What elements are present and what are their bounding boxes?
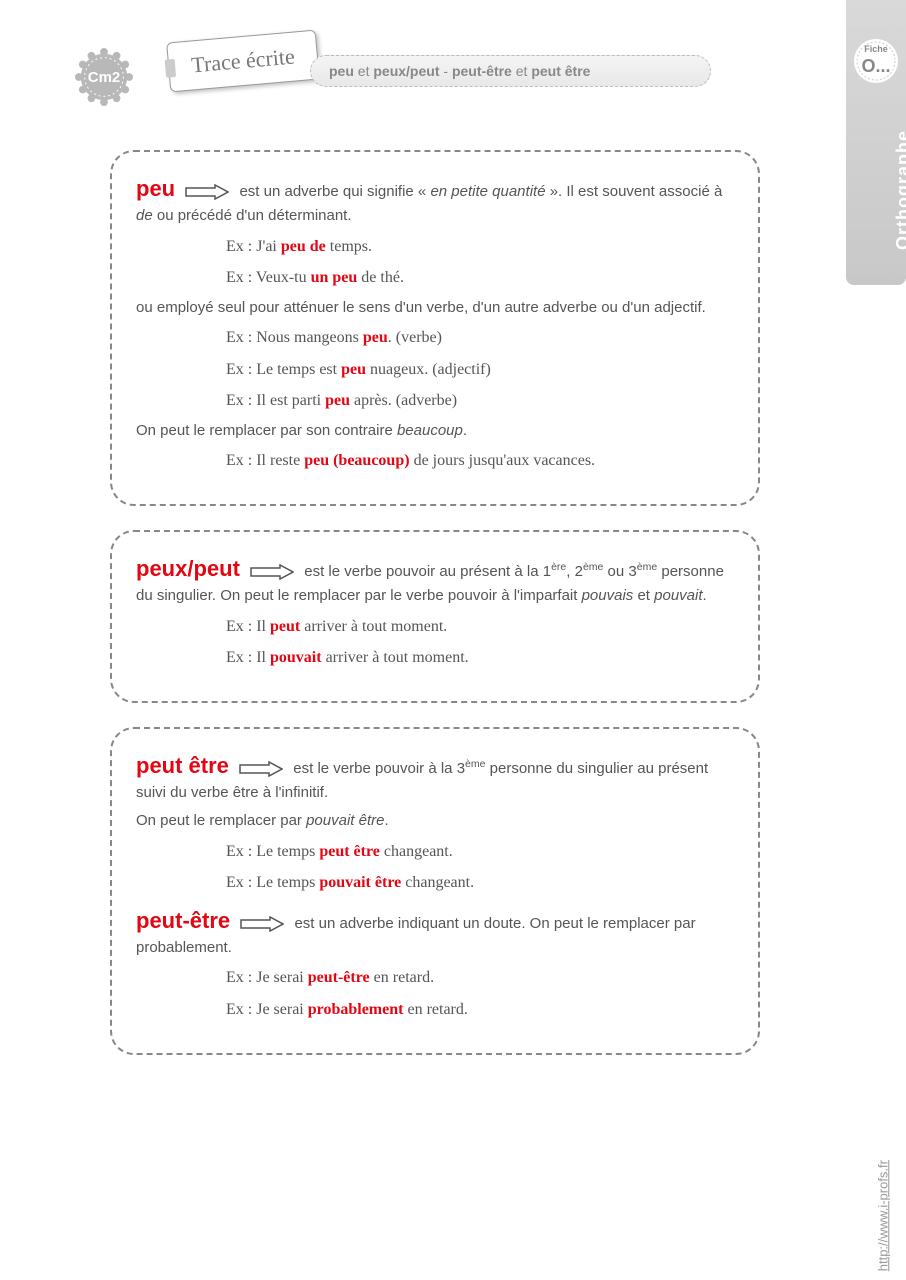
rule-text: peu est un adverbe qui signifie « en pet…: [136, 172, 734, 228]
rule-box-peu: peu est un adverbe qui signifie « en pet…: [110, 150, 760, 506]
example: Ex : Le temps pouvait être changeant.: [226, 870, 734, 896]
rule-text: peut-être est un adverbe indiquant un do…: [136, 904, 734, 960]
example: Ex : Il est parti peu après. (adverbe): [226, 388, 734, 414]
example: Ex : Il peut arriver à tout moment.: [226, 614, 734, 640]
keyword-peux-peut: peux/peut: [136, 556, 240, 581]
rule-text: On peut le remplacer par son contraire b…: [136, 420, 734, 443]
subject-label: Orthographe: [893, 115, 906, 265]
lesson-title-text: peu et peux/peut - peut-être et peut êtr…: [329, 63, 590, 79]
trace-tag: Trace écrite: [166, 30, 320, 93]
keyword-peut-etre-hyphen: peut-être: [136, 908, 230, 933]
example: Ex : Nous mangeons peu. (verbe): [226, 325, 734, 351]
keyword-peu: peu: [136, 176, 175, 201]
source-url: http://www.i-profs.fr: [875, 1160, 890, 1271]
example: Ex : Je serai peut-être en retard.: [226, 965, 734, 991]
arrow-icon: [250, 564, 294, 580]
arrow-icon: [240, 916, 284, 932]
rule-text: peut être est le verbe pouvoir à la 3ème…: [136, 749, 734, 805]
fiche-badge: Fiche O...: [853, 38, 899, 84]
rule-text: On peut le remplacer par pouvait être.: [136, 810, 734, 833]
example: Ex : Je serai probablement en retard.: [226, 997, 734, 1023]
rule-box-peux-peut: peux/peut est le verbe pouvoir au présen…: [110, 530, 760, 703]
level-badge: Cm2: [75, 48, 133, 106]
example: Ex : Le temps peut être changeant.: [226, 839, 734, 865]
example: Ex : Le temps est peu nuageux. (adjectif…: [226, 357, 734, 383]
fiche-number: O...: [853, 56, 899, 77]
keyword-peut-etre-spaced: peut être: [136, 753, 229, 778]
lesson-title: peu et peux/peut - peut-être et peut êtr…: [310, 55, 711, 87]
level-badge-label: Cm2: [75, 48, 133, 106]
example: Ex : Il reste peu (beaucoup) de jours ju…: [226, 448, 734, 474]
example: Ex : Il pouvait arriver à tout moment.: [226, 645, 734, 671]
rule-text: ou employé seul pour atténuer le sens d'…: [136, 297, 734, 320]
page: Cm2 Trace écrite peu et peux/peut - peut…: [0, 0, 906, 1280]
side-tab: Fiche O... Orthographe: [846, 0, 906, 285]
arrow-icon: [185, 184, 229, 200]
arrow-icon: [239, 761, 283, 777]
example: Ex : J'ai peu de temps.: [226, 234, 734, 260]
fiche-label: Fiche: [853, 44, 899, 54]
example: Ex : Veux-tu un peu de thé.: [226, 265, 734, 291]
rule-box-peut-etre: peut être est le verbe pouvoir à la 3ème…: [110, 727, 760, 1055]
rule-text: peux/peut est le verbe pouvoir au présen…: [136, 552, 734, 608]
content: peu est un adverbe qui signifie « en pet…: [70, 150, 836, 1055]
